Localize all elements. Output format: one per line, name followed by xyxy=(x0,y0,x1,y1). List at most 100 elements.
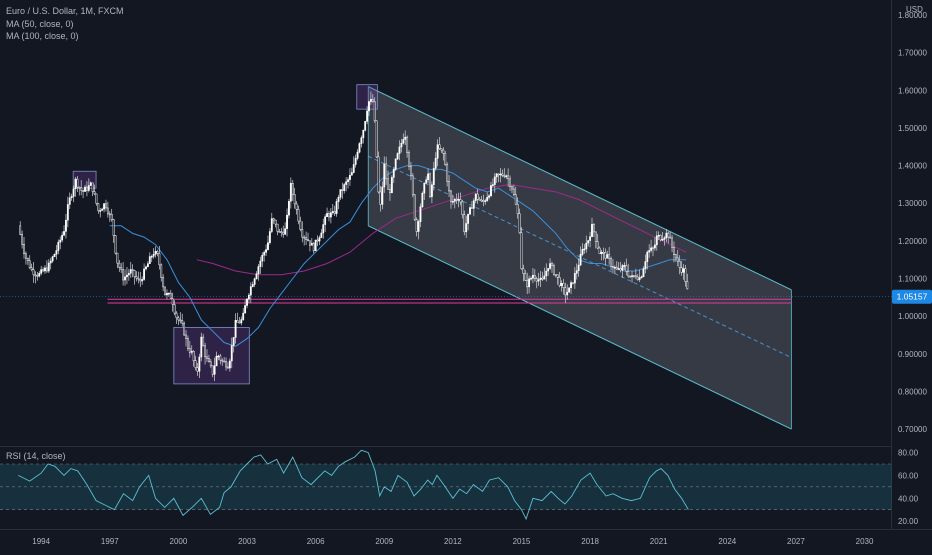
candle-up xyxy=(613,266,616,269)
candle-up xyxy=(394,158,397,170)
candle-down xyxy=(80,187,83,191)
candle-up xyxy=(242,312,245,320)
candle-up xyxy=(89,182,92,186)
candle-down xyxy=(501,173,504,176)
candle-up xyxy=(318,237,321,242)
candle-up xyxy=(248,294,250,300)
candle-up xyxy=(148,256,151,264)
candle-up xyxy=(650,247,653,251)
candle-up xyxy=(589,236,592,241)
candle-down xyxy=(448,180,450,192)
candle-down xyxy=(328,213,330,218)
indicator-ma100-label: MA (100, close, 0) xyxy=(6,31,79,41)
candle-up xyxy=(166,292,168,296)
candle-up xyxy=(261,254,264,262)
candle-down xyxy=(379,191,382,205)
rsi-axis-ticks: 80.00 60.00 40.00 20.00 xyxy=(898,449,919,527)
candle-up xyxy=(320,232,323,238)
candle-down xyxy=(333,211,336,214)
candle-up xyxy=(127,272,130,276)
candle-down xyxy=(438,144,441,149)
candle-up xyxy=(432,168,435,186)
candle-up xyxy=(419,206,422,222)
candle-up xyxy=(396,153,399,160)
candle-up xyxy=(190,350,193,353)
candle-down xyxy=(604,252,607,259)
candle-down xyxy=(188,348,191,353)
candle-down xyxy=(183,322,186,336)
candle-up xyxy=(240,319,243,324)
candle-up xyxy=(404,136,407,140)
candle-down xyxy=(225,361,227,368)
candle-up xyxy=(68,197,71,205)
candle-down xyxy=(652,247,654,250)
candle-down xyxy=(274,219,277,225)
candle-down xyxy=(442,149,445,154)
candle-up xyxy=(339,189,342,198)
candle-up xyxy=(364,121,367,131)
candle-up xyxy=(617,268,620,270)
rsi-tick-label: 60.00 xyxy=(898,471,919,480)
rsi-tick-label: 40.00 xyxy=(898,494,919,503)
candle-up xyxy=(465,223,468,233)
candle-up xyxy=(337,197,340,202)
candle-up xyxy=(129,269,132,274)
candle-down xyxy=(82,190,85,192)
candle-up xyxy=(568,287,571,293)
candle-down xyxy=(120,267,123,270)
candle-up xyxy=(356,151,359,159)
indicator-ma50-label: MA (50, close, 0) xyxy=(6,19,74,29)
candle-down xyxy=(503,175,506,177)
candle-down xyxy=(450,190,452,202)
candle-down xyxy=(133,270,136,277)
candle-down xyxy=(194,360,197,368)
candle-down xyxy=(179,319,182,322)
candle-up xyxy=(251,284,254,287)
candle-up xyxy=(49,260,52,264)
candle-up xyxy=(606,254,609,259)
candle-up xyxy=(484,200,487,202)
candle-down xyxy=(680,267,683,273)
candle-up xyxy=(38,273,41,277)
candle-up xyxy=(152,254,155,257)
candle-up xyxy=(326,213,328,217)
candle-up xyxy=(146,263,149,268)
candle-up xyxy=(631,275,633,278)
candle-down xyxy=(446,164,449,182)
price-tick-label: 1.70000 xyxy=(898,49,927,58)
candle-up xyxy=(234,320,237,338)
candle-down xyxy=(554,274,557,276)
candle-down xyxy=(291,182,294,195)
candle-down xyxy=(42,269,44,272)
candle-down xyxy=(187,338,189,349)
candle-down xyxy=(471,207,473,209)
candle-down xyxy=(406,136,409,153)
price-tick-label: 0.70000 xyxy=(898,425,927,434)
candle-up xyxy=(314,239,317,252)
candle-up xyxy=(366,110,369,122)
candle-up xyxy=(59,239,62,243)
candle-up xyxy=(581,249,584,255)
candle-up xyxy=(682,268,685,273)
candle-down xyxy=(204,345,207,358)
time-tick-label: 1997 xyxy=(101,537,119,546)
candle-up xyxy=(566,291,569,296)
candle-up xyxy=(653,244,656,249)
candle-up xyxy=(575,270,578,274)
rsi-series xyxy=(18,449,689,521)
ma100-line xyxy=(196,183,687,276)
candle-up xyxy=(246,298,248,306)
candle-down xyxy=(341,189,344,191)
candle-up xyxy=(257,266,260,275)
candle-down xyxy=(282,231,285,235)
candle-down xyxy=(455,199,458,201)
last-price-badge: 1.05157 xyxy=(892,289,932,304)
candle-down xyxy=(122,269,125,281)
candle-down xyxy=(181,320,184,324)
candle-up xyxy=(343,184,346,191)
candle-up xyxy=(265,249,267,253)
candle-up xyxy=(390,177,393,194)
candle-down xyxy=(278,231,281,233)
candle-down xyxy=(93,191,96,195)
